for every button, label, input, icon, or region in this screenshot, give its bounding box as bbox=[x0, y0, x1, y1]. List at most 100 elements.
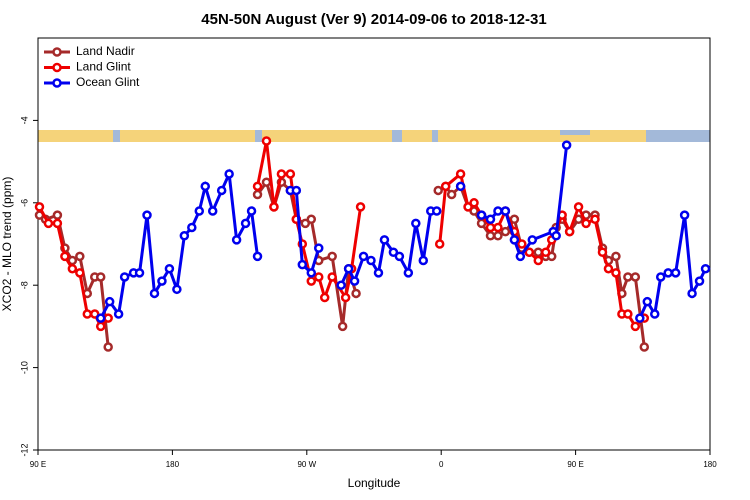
point bbox=[642, 296, 653, 307]
point bbox=[463, 202, 473, 212]
point bbox=[411, 218, 421, 229]
point bbox=[663, 268, 673, 278]
point bbox=[630, 321, 641, 332]
point bbox=[261, 177, 272, 187]
point bbox=[561, 140, 572, 150]
y-tick-label: -6 bbox=[19, 199, 29, 207]
point bbox=[455, 181, 466, 192]
point bbox=[60, 251, 70, 262]
point bbox=[434, 239, 445, 249]
point bbox=[500, 206, 511, 216]
point bbox=[351, 288, 361, 299]
point bbox=[194, 206, 205, 216]
point bbox=[623, 309, 633, 319]
point bbox=[590, 214, 600, 225]
point bbox=[113, 309, 124, 319]
point bbox=[142, 210, 152, 220]
point bbox=[403, 268, 414, 278]
point bbox=[82, 309, 93, 319]
point bbox=[67, 263, 78, 274]
point bbox=[623, 272, 633, 282]
y-tick-label: -4 bbox=[19, 116, 29, 124]
point bbox=[358, 251, 369, 262]
point bbox=[485, 231, 496, 241]
point bbox=[34, 202, 45, 212]
point bbox=[343, 263, 354, 274]
point bbox=[336, 280, 346, 290]
point bbox=[431, 206, 442, 216]
point bbox=[355, 202, 366, 212]
point bbox=[75, 251, 85, 262]
point bbox=[485, 214, 496, 225]
x-axis-label: Longitude bbox=[348, 476, 401, 490]
point bbox=[509, 235, 520, 245]
chart-title: 45N-50N August (Ver 9) 2014-09-06 to 201… bbox=[201, 11, 546, 28]
point bbox=[581, 218, 591, 229]
point bbox=[533, 255, 544, 266]
point bbox=[306, 214, 317, 225]
point bbox=[300, 218, 311, 229]
point bbox=[200, 181, 211, 192]
point bbox=[687, 288, 697, 299]
legend-label: Land Nadir bbox=[76, 44, 135, 58]
point bbox=[231, 235, 242, 245]
point bbox=[635, 313, 645, 323]
legend-marker bbox=[52, 78, 62, 88]
point bbox=[446, 189, 457, 200]
point bbox=[546, 251, 557, 262]
point bbox=[440, 181, 451, 192]
y-tick-label: -12 bbox=[19, 443, 29, 456]
point bbox=[103, 313, 113, 323]
point bbox=[179, 231, 190, 241]
point bbox=[216, 185, 227, 196]
x-tick-label: 180 bbox=[703, 460, 717, 469]
point bbox=[134, 268, 145, 278]
point bbox=[630, 272, 641, 282]
point bbox=[319, 292, 330, 303]
point bbox=[455, 169, 466, 179]
x-tick-label: 180 bbox=[166, 460, 180, 469]
point bbox=[679, 210, 690, 220]
point bbox=[261, 136, 272, 146]
point bbox=[340, 292, 351, 303]
point bbox=[297, 259, 308, 270]
point bbox=[493, 222, 503, 233]
y-axis-label: XCO2 - MLO trend (ppm) bbox=[0, 177, 14, 312]
point bbox=[246, 206, 257, 216]
y-tick-label: -8 bbox=[19, 281, 29, 289]
point bbox=[373, 268, 384, 278]
point bbox=[655, 272, 666, 282]
point bbox=[224, 169, 234, 179]
point bbox=[291, 185, 302, 196]
point bbox=[611, 251, 621, 262]
point bbox=[433, 185, 443, 196]
point bbox=[418, 255, 429, 266]
point bbox=[694, 276, 705, 286]
x-tick-label: 90 E bbox=[30, 460, 46, 469]
point bbox=[119, 272, 130, 282]
point bbox=[327, 272, 337, 282]
point bbox=[313, 272, 324, 282]
point bbox=[252, 251, 263, 262]
point bbox=[103, 342, 113, 352]
point bbox=[207, 206, 218, 216]
point bbox=[89, 309, 100, 319]
point bbox=[306, 276, 317, 286]
point bbox=[240, 218, 251, 229]
point bbox=[515, 251, 526, 262]
point bbox=[52, 210, 63, 220]
point bbox=[104, 296, 115, 307]
point bbox=[527, 235, 538, 245]
point bbox=[493, 206, 503, 216]
plot-frame bbox=[37, 37, 711, 451]
point bbox=[95, 272, 106, 282]
point bbox=[149, 288, 160, 299]
point bbox=[603, 263, 614, 274]
legend-label: Land Glint bbox=[76, 60, 131, 74]
point bbox=[564, 226, 575, 237]
point bbox=[95, 321, 106, 332]
point bbox=[313, 243, 324, 253]
point bbox=[269, 202, 279, 212]
point bbox=[95, 313, 106, 323]
